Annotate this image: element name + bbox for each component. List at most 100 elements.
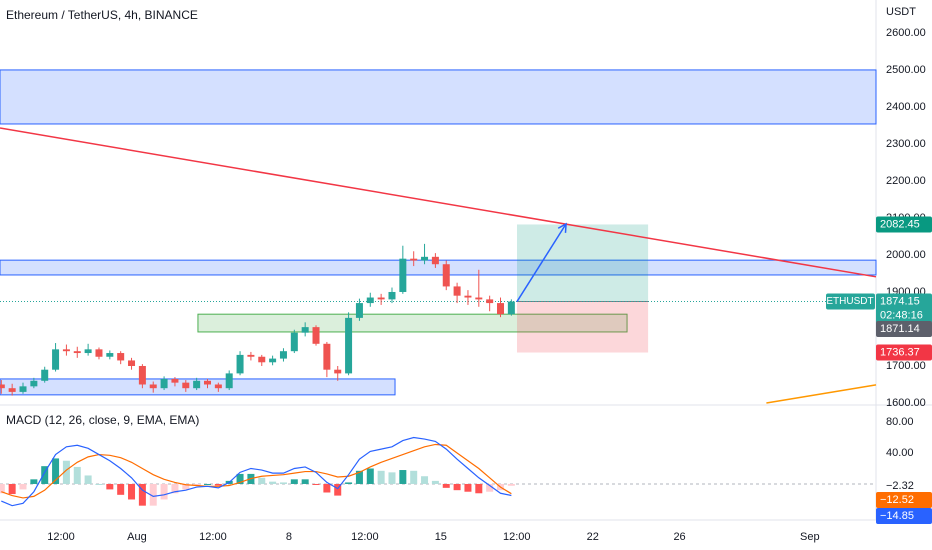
- histogram-bar: [301, 479, 309, 484]
- histogram-bar: [258, 477, 266, 484]
- candle-body: [84, 349, 92, 354]
- price-pane: [0, 69, 877, 404]
- histogram-bar: [421, 476, 429, 484]
- y-tick-label: 1600.00: [886, 397, 926, 409]
- histogram-bar: [366, 468, 374, 484]
- candle-body: [301, 327, 309, 333]
- candle-body: [345, 317, 353, 374]
- arrow-line: [516, 223, 567, 302]
- candle-body: [377, 297, 385, 300]
- macd-last-label: −14.85: [880, 510, 914, 522]
- candle-body: [117, 353, 125, 361]
- indicator-title: MACD (12, 26, close, 9, EMA, EMA): [6, 413, 199, 427]
- candle-body: [507, 301, 515, 315]
- y-tick-label: 2500.00: [886, 64, 926, 76]
- histogram-bar: [214, 483, 222, 486]
- histogram-bar: [290, 479, 298, 484]
- candle-body: [8, 388, 16, 392]
- candle-body: [225, 373, 233, 389]
- histogram-bar: [84, 475, 92, 484]
- candle-body: [464, 295, 472, 298]
- histogram-bar: [377, 470, 385, 484]
- candle-body: [399, 258, 407, 292]
- histogram-bar: [128, 483, 136, 500]
- macd-line: [1, 436, 512, 507]
- histogram-bar: [399, 470, 407, 484]
- last-price-label: 1874.15: [880, 295, 920, 307]
- candle-body: [182, 382, 190, 389]
- axes: 12:00 Aug 12:00 8 12:00 15 12:00 22 26 Sep 1600.00…: [47, 27, 932, 543]
- histogram-bar: [507, 483, 515, 486]
- candle-body: [355, 303, 363, 318]
- histogram-bar: [95, 483, 103, 485]
- x-tick-label: 8: [286, 531, 292, 543]
- histogram-bar: [149, 483, 157, 506]
- histogram-bar: [355, 470, 363, 484]
- y-tick-label: 2400.00: [886, 101, 926, 113]
- candle-body: [334, 369, 342, 374]
- candle-body: [214, 384, 222, 389]
- chart-title: Ethereum / TetherUS, 4h, BINANCE: [6, 8, 198, 22]
- symbol-bg: [826, 293, 875, 310]
- histogram-bar: [410, 470, 418, 484]
- histogram-bar: [345, 482, 353, 484]
- stop-label-bg: [876, 344, 932, 361]
- candle-body: [442, 264, 450, 287]
- x-tick-label: 15: [435, 531, 447, 543]
- candle-body: [312, 327, 320, 344]
- trend-line: [0, 127, 877, 278]
- last-price-bg: [876, 293, 932, 324]
- x-tick-label: 12:00: [199, 531, 227, 543]
- target-area: [517, 224, 649, 302]
- x-tick-label: 22: [587, 531, 599, 543]
- histogram-bar: [138, 483, 146, 506]
- signal-line: [1, 443, 512, 499]
- stop-label: 1736.37: [880, 346, 920, 358]
- currency-label: USDT: [886, 6, 916, 18]
- marker-price-bg: [876, 321, 932, 337]
- histogram-bar: [41, 466, 49, 484]
- candle-body: [73, 351, 81, 354]
- y-tick-label: 40.00: [886, 447, 914, 459]
- candle-body: [497, 303, 505, 315]
- candle-body: [279, 351, 287, 359]
- candle-body: [149, 384, 157, 389]
- macd-pane: [0, 436, 876, 507]
- marker-price-label: 1871.14: [880, 323, 920, 335]
- histogram-bar: [236, 473, 244, 484]
- candle-body: [160, 378, 168, 389]
- histogram-bar: [279, 482, 287, 484]
- y-tick-label: 2000.00: [886, 249, 926, 261]
- candle-body: [236, 354, 244, 374]
- signal-last-bg: [876, 492, 932, 508]
- symbol-label: ETHUSDT: [826, 296, 873, 307]
- candle-body: [171, 378, 179, 383]
- macd-last-bg: [876, 508, 932, 524]
- histogram-bar: [203, 483, 211, 485]
- histogram-bar: [30, 479, 38, 484]
- candle-body: [19, 386, 27, 392]
- histogram-bar: [117, 483, 125, 495]
- histogram-bar: [160, 483, 168, 500]
- y-tick-label: 2300.00: [886, 138, 926, 150]
- histogram-bar: [62, 460, 70, 484]
- histogram-bar: [106, 483, 114, 490]
- histogram-bar: [182, 483, 190, 490]
- histogram-bar: [52, 458, 60, 484]
- histogram-bar: [171, 483, 179, 494]
- stop-area: [517, 301, 649, 353]
- x-tick-label: Sep: [800, 531, 820, 543]
- target-label-bg: [876, 216, 932, 233]
- candle-body: [366, 297, 374, 304]
- histogram-bar: [19, 483, 27, 490]
- x-tick-label: 12:00: [47, 531, 75, 543]
- zone: [0, 69, 877, 125]
- histogram-bar: [269, 481, 277, 484]
- y-tick-label: 2600.00: [886, 27, 926, 39]
- x-tick-label: 26: [673, 531, 685, 543]
- candle-body: [475, 297, 483, 300]
- histogram-bar: [475, 483, 483, 494]
- candle-body: [431, 256, 439, 265]
- y-tick-label: 2200.00: [886, 175, 926, 187]
